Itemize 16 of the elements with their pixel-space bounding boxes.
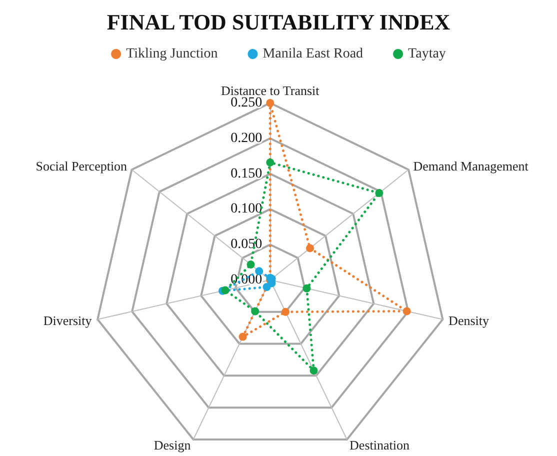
y-tick-label: 0.200: [230, 130, 262, 146]
y-tick-label: 0.150: [230, 166, 262, 182]
spoke-label: Distance to Transit: [221, 83, 320, 98]
y-tick-label: 0.250: [230, 96, 262, 110]
y-tick-label: 0.100: [230, 202, 262, 217]
chart-title: FINAL TOD SUITABILITY INDEX: [106, 10, 450, 34]
spoke-label: Density: [448, 313, 490, 328]
spoke-label: Design: [154, 437, 192, 452]
spoke-label: Diversity: [43, 313, 92, 328]
spoke-label: Destination: [350, 437, 410, 452]
legend-label: Manila East Road: [262, 46, 364, 62]
y-tick-label: 0.050: [230, 237, 262, 252]
legend-label: Taytay: [408, 46, 446, 62]
legend-label: Tikling Junction: [126, 46, 218, 62]
spoke-label: Demand Management: [413, 158, 529, 174]
spoke-label: Social Perception: [36, 158, 128, 174]
